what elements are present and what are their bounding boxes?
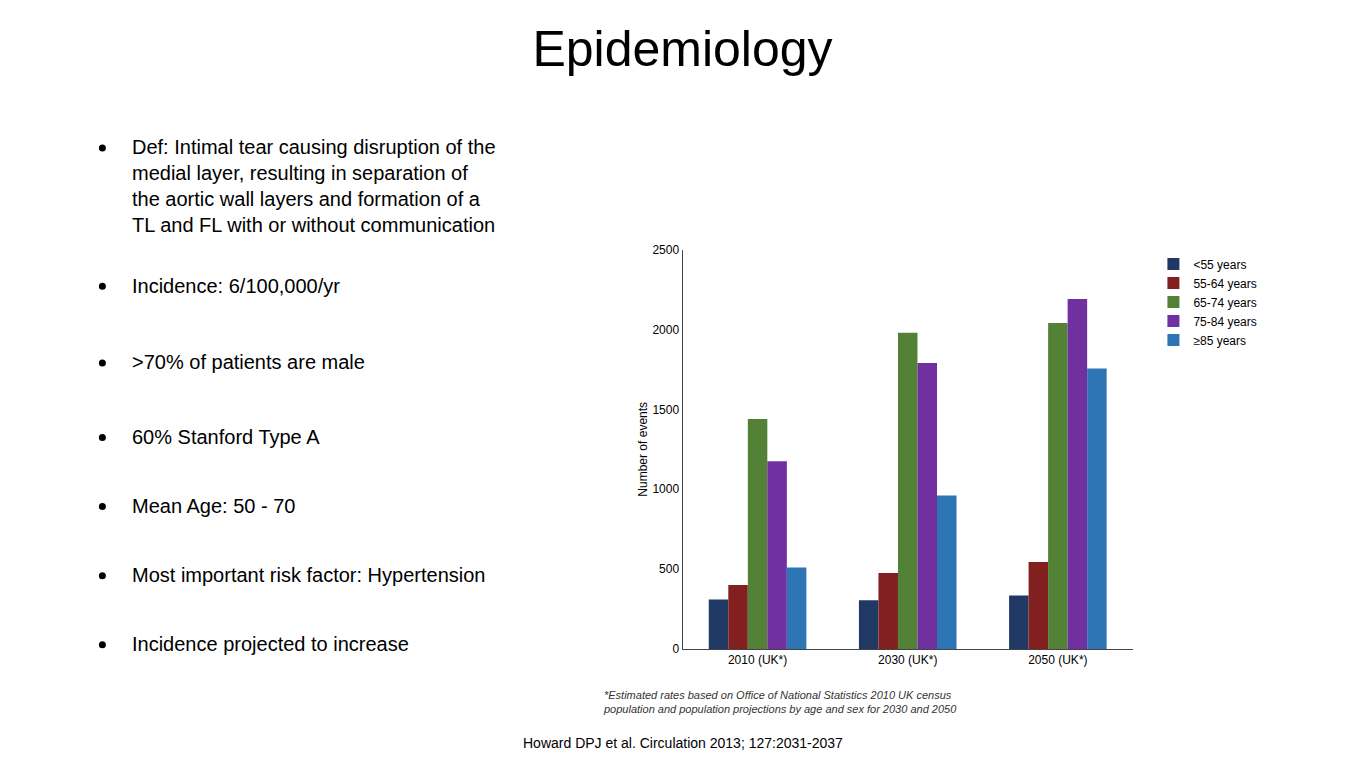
svg-text:Howard DPJ et al. Circulation: Howard DPJ et al. Circulation 2013; 127:… bbox=[523, 735, 843, 751]
svg-text:Def: Intimal tear causing disr: Def: Intimal tear causing disruption of … bbox=[132, 136, 496, 236]
svg-text:1500: 1500 bbox=[652, 403, 679, 417]
svg-text:60% Stanford Type A: 60% Stanford Type A bbox=[132, 426, 320, 448]
svg-text:2000: 2000 bbox=[652, 323, 679, 337]
svg-text:2030 (UK*): 2030 (UK*) bbox=[878, 653, 937, 667]
svg-text:Incidence: 6/100,000/yr: Incidence: 6/100,000/yr bbox=[132, 275, 340, 297]
svg-text:2010 (UK*): 2010 (UK*) bbox=[728, 653, 787, 667]
svg-text:Incidence projected to increas: Incidence projected to increase bbox=[132, 633, 409, 655]
svg-text:Number of events: Number of events bbox=[636, 402, 650, 497]
svg-text:55-64 years: 55-64 years bbox=[1193, 277, 1256, 291]
svg-text:Epidemiology: Epidemiology bbox=[532, 21, 832, 77]
svg-text:Mean Age: 50 - 70: Mean Age: 50 - 70 bbox=[132, 495, 295, 517]
svg-text:>70% of patients are male: >70% of patients are male bbox=[132, 351, 365, 373]
svg-text:65-74 years: 65-74 years bbox=[1193, 296, 1256, 310]
svg-text:1000: 1000 bbox=[652, 482, 679, 496]
svg-text:Most important risk factor: Hy: Most important risk factor: Hypertension bbox=[132, 564, 485, 586]
svg-text:0: 0 bbox=[672, 642, 679, 656]
svg-text:2500: 2500 bbox=[652, 243, 679, 257]
svg-text:<55 years: <55 years bbox=[1193, 258, 1246, 272]
svg-text:500: 500 bbox=[659, 562, 679, 576]
svg-text:≥85 years: ≥85 years bbox=[1193, 334, 1246, 348]
svg-text:75-84 years: 75-84 years bbox=[1193, 315, 1256, 329]
svg-text:*Estimated rates based on Offi: *Estimated rates based on Office of Nati… bbox=[603, 689, 957, 715]
svg-text:2050 (UK*): 2050 (UK*) bbox=[1028, 653, 1087, 667]
